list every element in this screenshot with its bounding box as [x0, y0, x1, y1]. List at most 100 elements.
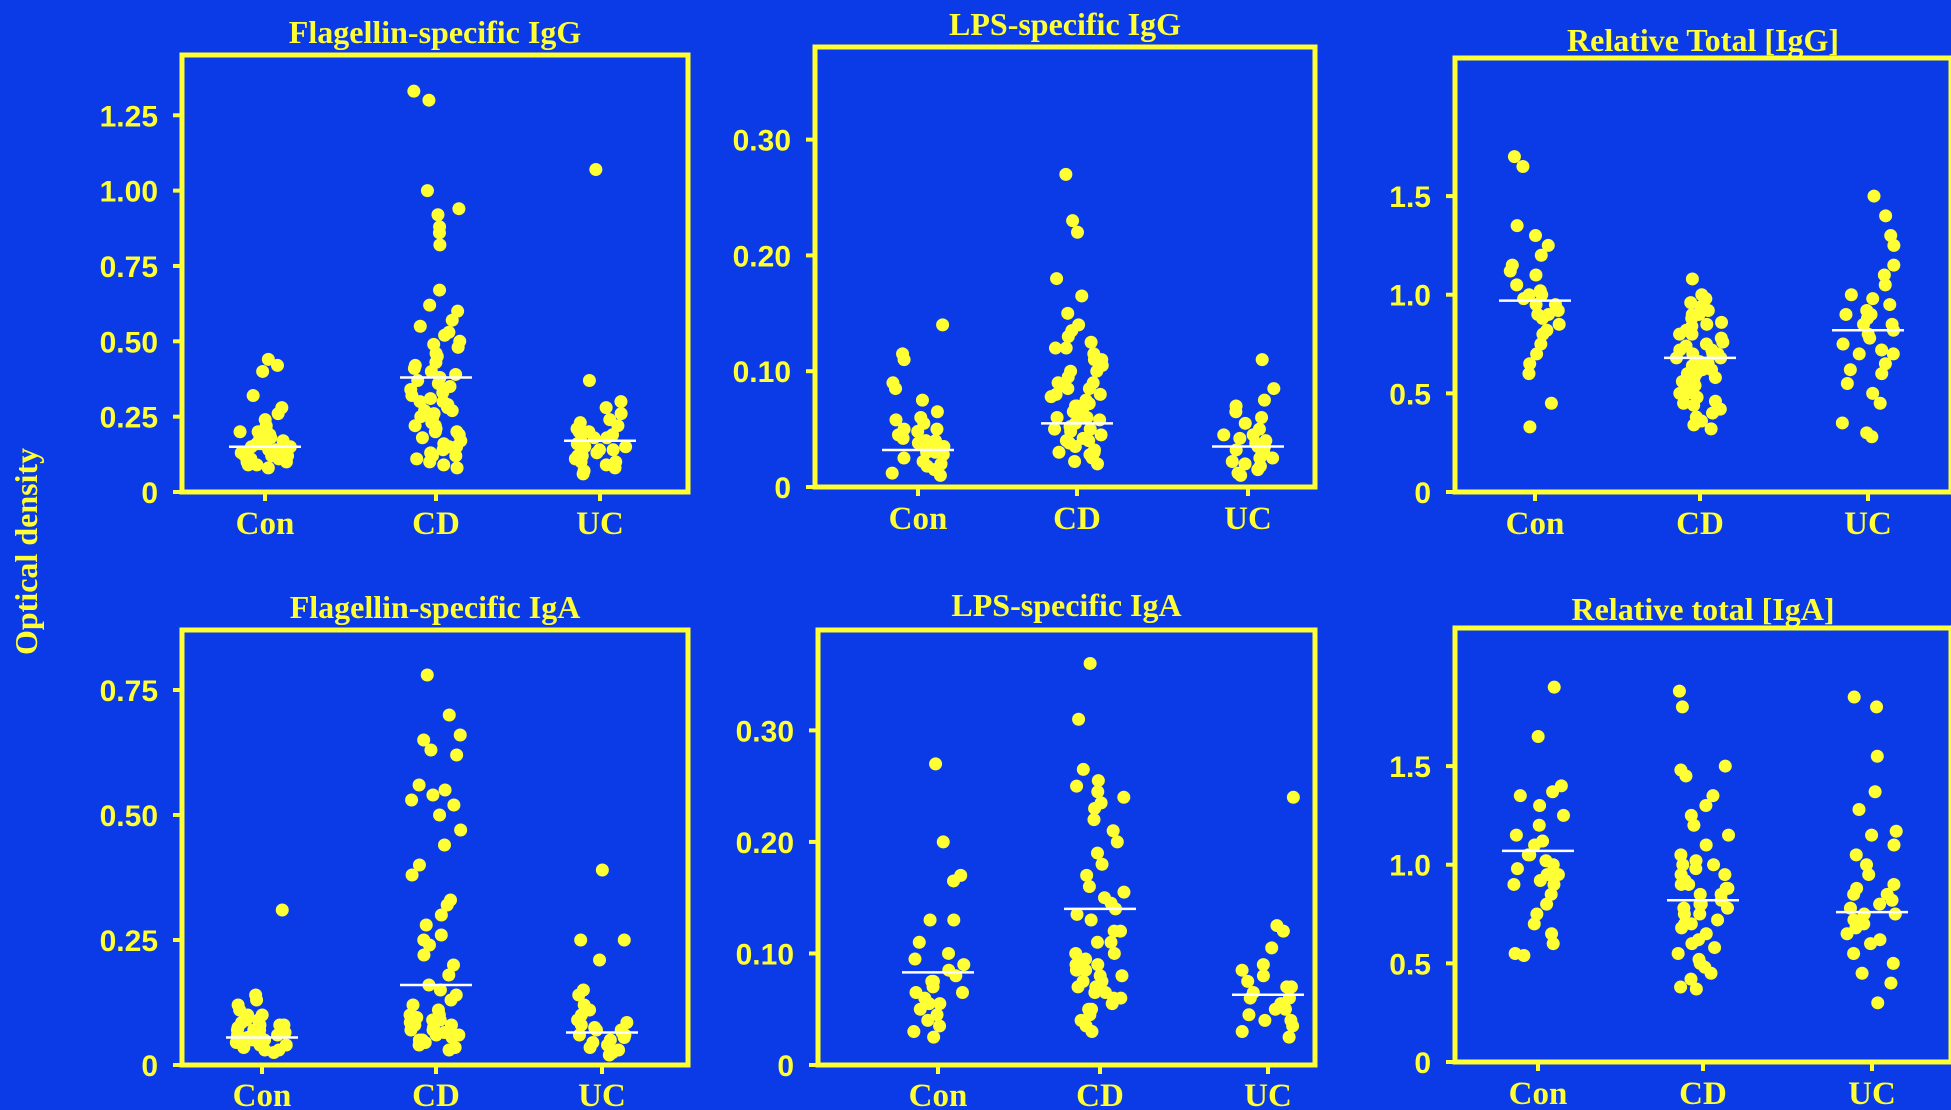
data-point-cd [1107, 946, 1121, 960]
data-point-con [1534, 337, 1548, 351]
data-point-cd [1059, 167, 1073, 181]
data-point-uc [590, 446, 604, 460]
data-point-uc [1887, 238, 1901, 252]
y-tick-label: 0.30 [736, 715, 794, 748]
x-category-label: CD [412, 1078, 460, 1110]
y-tick-label: 0.20 [736, 827, 794, 860]
data-point-uc [1880, 887, 1894, 901]
data-point-cd [1721, 901, 1735, 915]
data-point-cd [1674, 848, 1688, 862]
data-point-uc [572, 1028, 586, 1042]
data-point-cd [1066, 214, 1080, 228]
data-point-con [933, 1019, 947, 1033]
data-point-uc [1865, 430, 1879, 444]
x-category-label: Con [233, 1078, 292, 1110]
data-point-cd [1048, 341, 1062, 355]
data-point-con [267, 1046, 281, 1059]
data-point-cd [420, 668, 434, 682]
data-point-cd [405, 793, 419, 807]
data-point-uc [609, 455, 623, 469]
data-point-cd [1048, 422, 1062, 436]
y-tick-label: 0.30 [733, 125, 791, 158]
x-category-label: CD [1679, 1076, 1727, 1110]
y-tick-label: 0.25 [100, 402, 158, 435]
data-point-uc [1886, 347, 1900, 361]
data-point-con [1533, 874, 1547, 888]
data-point-uc [595, 863, 609, 877]
data-point-cd [1095, 857, 1109, 871]
data-point-cd [1113, 924, 1127, 938]
plot-frame [812, 44, 1318, 490]
data-point-con [911, 436, 925, 450]
data-point-uc [1278, 1002, 1292, 1016]
data-point-uc [1850, 917, 1864, 931]
data-point-cd [1716, 335, 1730, 349]
data-point-uc [1886, 956, 1900, 970]
data-point-uc [587, 431, 601, 445]
data-point-cd [429, 1028, 443, 1042]
data-point-cd [1673, 327, 1687, 341]
data-point-cd [417, 948, 431, 962]
data-point-con [253, 434, 267, 448]
data-point-con [885, 466, 899, 480]
data-point-cd [1076, 762, 1090, 776]
y-tick-label: 1.0 [1389, 280, 1431, 313]
data-point-con [271, 407, 285, 421]
data-point-cd [1052, 445, 1066, 459]
data-point-con [1503, 264, 1517, 278]
data-point-con [261, 352, 275, 366]
data-point-uc [1871, 996, 1885, 1010]
data-point-uc [1241, 974, 1255, 988]
data-point-cd [434, 928, 448, 942]
data-point-cd [1687, 398, 1701, 412]
data-point-cd [1088, 801, 1102, 815]
data-point-cd [1082, 1002, 1096, 1016]
data-point-uc [589, 163, 603, 177]
data-point-uc [1282, 1030, 1296, 1044]
data-point-con [1532, 818, 1546, 832]
data-point-cd [1071, 980, 1085, 994]
data-point-con [947, 874, 961, 888]
data-point-con [1546, 785, 1560, 799]
chart-panel-5: LPS-specific IgA 0 0.10 0.20 0.30 Con CD UC [736, 587, 1318, 1110]
data-point-cd [1104, 935, 1118, 949]
data-point-cd [1106, 824, 1120, 838]
data-point-cd [444, 993, 458, 1007]
data-point-uc [1870, 700, 1884, 714]
data-point-cd [1087, 445, 1101, 459]
chart-title: Flagellin-specific IgG [289, 14, 582, 50]
data-point-con [933, 997, 947, 1011]
data-point-uc [1852, 802, 1866, 816]
data-point-cd [419, 918, 433, 932]
data-point-cd [406, 998, 420, 1012]
data-point-con [279, 455, 293, 469]
data-point-con [1551, 868, 1565, 882]
data-point-uc [1268, 1002, 1282, 1016]
data-point-cd [1070, 907, 1084, 921]
data-point-uc [1883, 298, 1897, 312]
data-point-con [233, 425, 247, 439]
data-point-uc [1873, 396, 1887, 410]
data-point-uc [1238, 416, 1252, 430]
data-point-con [929, 757, 943, 771]
data-point-cd [1083, 422, 1097, 436]
data-point-cd [1707, 858, 1721, 872]
data-point-cd [1050, 411, 1064, 425]
data-point-cd [1091, 785, 1105, 799]
data-point-cd [442, 1043, 456, 1057]
data-point-con [1546, 858, 1560, 872]
data-point-cd [422, 938, 436, 952]
data-point-uc [1286, 790, 1300, 804]
x-category-label: CD [1053, 501, 1101, 537]
x-category-label: CD [412, 506, 460, 542]
data-point-uc [1875, 367, 1889, 381]
data-point-con [1517, 948, 1531, 962]
data-point-uc [1847, 690, 1861, 704]
data-point-cd [437, 838, 451, 852]
data-point-cd [1685, 327, 1699, 341]
data-point-con [1510, 219, 1524, 233]
data-point-uc [1870, 749, 1884, 763]
data-point-uc [1857, 317, 1871, 331]
chart-title: LPS-specific IgG [949, 6, 1181, 42]
data-point-cd [1689, 862, 1703, 876]
